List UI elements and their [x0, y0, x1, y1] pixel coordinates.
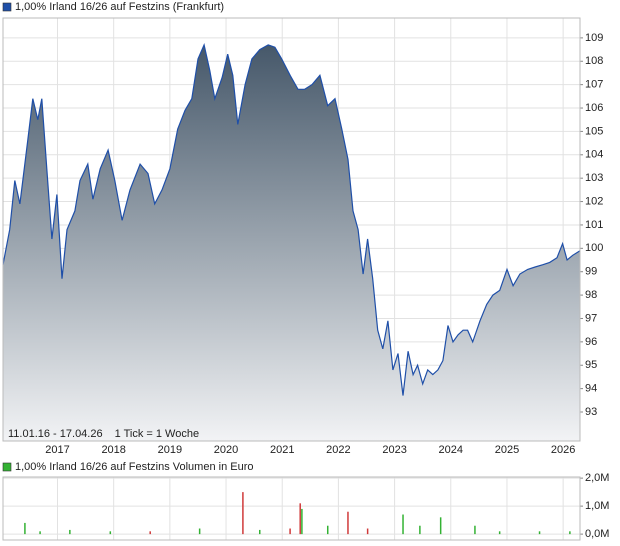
- legend-label: 1,00% Irland 16/26 auf Festzins (Frankfu…: [15, 1, 224, 13]
- y-tick-label: 1,0M: [585, 500, 609, 512]
- x-tick-label: 2025: [495, 444, 519, 456]
- volume-bar: [347, 511, 349, 535]
- volume-bar: [69, 529, 71, 535]
- y-tick-label: 0,0M: [585, 528, 609, 540]
- x-tick-label: 2026: [551, 444, 575, 456]
- volume-bar: [259, 529, 261, 535]
- volume-bar: [474, 525, 476, 535]
- tick-note: 1 Tick = 1 Woche: [115, 428, 199, 440]
- volume-bar: [109, 531, 112, 535]
- volume-bar: [419, 525, 421, 535]
- volume-bar: [538, 531, 541, 535]
- y-tick-label: 105: [585, 125, 603, 137]
- volume-bar: [366, 528, 369, 535]
- y-tick-label: 104: [585, 149, 603, 161]
- y-tick-label: 109: [585, 32, 603, 44]
- volume-bar: [301, 508, 303, 535]
- price-area: [3, 44, 580, 442]
- volume-bar: [402, 514, 404, 535]
- plot-background: [3, 477, 580, 540]
- price-line: [2, 42, 581, 396]
- volume-bar: [569, 531, 571, 535]
- volume-bar: [149, 531, 151, 535]
- volume-bar: [39, 531, 41, 535]
- volume-bar: [326, 525, 329, 535]
- x-tick-label: 2021: [270, 444, 294, 456]
- plot-frame: [2, 17, 581, 442]
- x-tick-label: 2024: [439, 444, 463, 456]
- legend-label: 1,00% Irland 16/26 auf Festzins Volumen …: [15, 461, 253, 473]
- y-tick-label: 99: [585, 266, 597, 278]
- y-tick-label: 103: [585, 172, 603, 184]
- x-tick-label: 2020: [214, 444, 238, 456]
- y-tick-label: 100: [585, 242, 603, 254]
- y-tick-label: 96: [585, 336, 597, 348]
- y-tick-label: 107: [585, 79, 603, 91]
- y-tick-label: 2,0M: [585, 472, 609, 484]
- y-tick-label: 102: [585, 195, 603, 207]
- legend-swatch: [2, 2, 12, 12]
- x-tick-label: 2019: [158, 444, 182, 456]
- y-tick-label: 106: [585, 102, 603, 114]
- y-tick-label: 94: [585, 383, 597, 395]
- volume-bar: [439, 517, 442, 535]
- legend-swatch: [2, 462, 12, 472]
- x-tick-label: 2023: [382, 444, 406, 456]
- y-tick-label: 97: [585, 312, 597, 324]
- y-tick-label: 95: [585, 359, 597, 371]
- volume-bar: [289, 528, 291, 535]
- y-tick-label: 101: [585, 219, 603, 231]
- volume-bar: [242, 492, 244, 535]
- date-range: 11.01.16 - 17.04.26: [8, 428, 103, 440]
- y-tick-label: 93: [585, 406, 597, 418]
- volume-bar: [198, 528, 201, 535]
- plot-frame: [2, 476, 581, 541]
- volume-bar: [498, 531, 501, 535]
- x-tick-label: 2018: [101, 444, 125, 456]
- y-tick-label: 98: [585, 289, 597, 301]
- volume-bar: [299, 503, 301, 535]
- y-tick-label: 108: [585, 55, 603, 67]
- x-tick-label: 2022: [326, 444, 350, 456]
- volume-bar: [24, 522, 26, 535]
- x-tick-label: 2017: [45, 444, 69, 456]
